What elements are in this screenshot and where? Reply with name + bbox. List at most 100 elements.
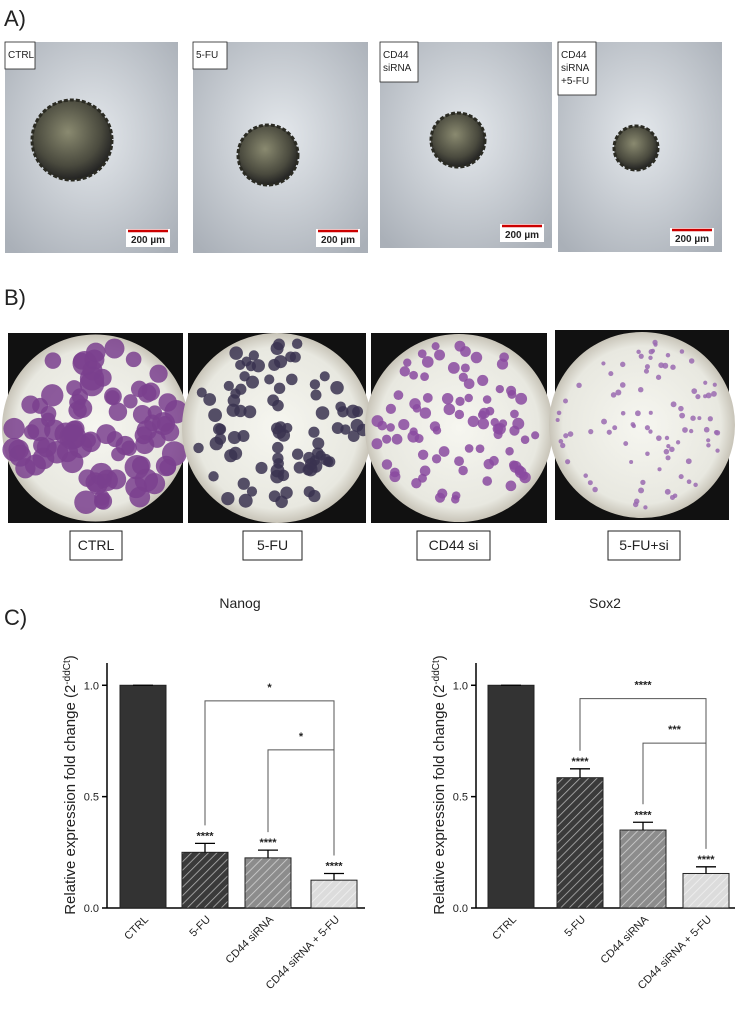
colony xyxy=(419,407,432,419)
scale-label: 200 µm xyxy=(505,230,539,241)
colony xyxy=(655,374,662,380)
colony xyxy=(420,372,429,381)
dish xyxy=(549,332,735,518)
significance-label: **** xyxy=(634,809,652,821)
colony xyxy=(588,429,594,435)
spheroid xyxy=(236,123,300,187)
colony xyxy=(460,363,470,373)
significance-label: **** xyxy=(325,860,343,872)
colony xyxy=(670,401,677,408)
chart-title: Sox2 xyxy=(589,595,621,611)
colony xyxy=(393,390,404,401)
colony xyxy=(583,473,588,478)
bracket-label: * xyxy=(299,731,304,743)
bracket-label: **** xyxy=(634,680,652,692)
colony xyxy=(94,492,113,510)
colony xyxy=(620,361,626,368)
colony xyxy=(381,459,393,470)
error-bar xyxy=(696,866,716,874)
colony xyxy=(235,359,246,370)
colony xyxy=(648,429,653,434)
colony xyxy=(399,366,410,377)
colony xyxy=(648,355,653,360)
colony xyxy=(3,417,25,440)
colony xyxy=(78,469,96,487)
colony xyxy=(382,434,392,444)
colony xyxy=(123,394,138,409)
colony xyxy=(636,349,641,355)
y-axis-label: Relative expression fold change (2-ddCt) xyxy=(62,655,80,915)
colony xyxy=(208,471,219,482)
colony xyxy=(386,423,395,432)
x-tick-label: 5-FU xyxy=(562,914,588,940)
label-box xyxy=(557,41,597,96)
colony xyxy=(458,372,468,382)
colony xyxy=(132,405,152,424)
colony xyxy=(293,461,306,474)
colony xyxy=(71,388,89,405)
x-tick-label: CD44 siRNA xyxy=(599,913,652,966)
colony xyxy=(679,349,685,354)
image-label: CD44 si xyxy=(429,537,479,553)
y-tick-label: 0.5 xyxy=(453,792,468,804)
colony xyxy=(467,415,480,428)
colony xyxy=(129,486,151,508)
colony xyxy=(97,473,112,488)
x-tick-label: CTRL xyxy=(122,914,151,943)
colony xyxy=(519,471,531,484)
colony xyxy=(490,417,500,427)
colony xyxy=(631,423,637,429)
colony xyxy=(685,458,692,465)
bar xyxy=(119,684,167,909)
colony xyxy=(505,447,514,456)
colony xyxy=(352,406,364,418)
panel-label: A) xyxy=(4,6,26,31)
image-label: 5-FU+si xyxy=(619,537,668,553)
colony xyxy=(705,392,712,399)
colony xyxy=(409,370,419,380)
colony xyxy=(74,490,98,514)
panel-label: B) xyxy=(4,285,26,310)
colony xyxy=(454,409,465,420)
y-axis-label-superscript: -ddCt xyxy=(62,660,73,685)
image-label: 5-FU xyxy=(257,537,288,553)
colony xyxy=(227,430,242,445)
colony xyxy=(309,379,321,390)
colony xyxy=(515,392,528,405)
colony xyxy=(556,410,562,416)
significance-label: **** xyxy=(196,830,214,842)
colony xyxy=(108,402,128,421)
colony xyxy=(648,410,653,415)
colony xyxy=(229,346,243,360)
scale-box xyxy=(316,229,360,247)
colony xyxy=(104,387,122,406)
error-bar xyxy=(633,821,653,831)
colony xyxy=(434,349,446,361)
colony xyxy=(412,404,422,413)
bar xyxy=(556,777,604,909)
colony xyxy=(686,479,692,485)
colony xyxy=(270,469,284,484)
label-box xyxy=(69,530,123,561)
colony xyxy=(141,382,161,401)
colony xyxy=(227,394,241,407)
colony xyxy=(567,431,574,437)
colony xyxy=(565,459,571,465)
label-box xyxy=(4,41,36,70)
colony xyxy=(323,456,334,467)
colony xyxy=(483,458,495,470)
colony xyxy=(464,444,474,453)
y-tick-label: 1.0 xyxy=(453,680,468,692)
colony xyxy=(196,387,207,398)
colony xyxy=(666,444,671,449)
colony xyxy=(223,380,234,392)
colony xyxy=(121,440,137,456)
colony xyxy=(390,467,400,478)
colony xyxy=(432,426,442,435)
colony xyxy=(125,351,142,368)
colony xyxy=(419,465,431,477)
bar xyxy=(619,829,667,909)
colony xyxy=(493,430,503,440)
colony xyxy=(443,403,456,416)
y-tick-label: 0.0 xyxy=(84,903,99,915)
